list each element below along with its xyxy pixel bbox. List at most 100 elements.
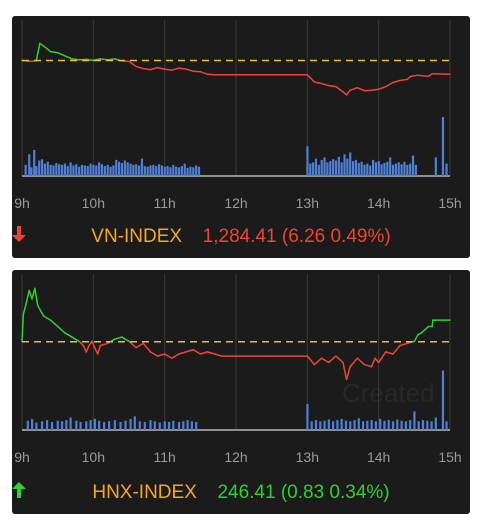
- volume-bar: [26, 420, 29, 430]
- volume-bar: [394, 163, 397, 176]
- price-segment: [99, 58, 109, 61]
- price-segment: [85, 58, 95, 62]
- price-segment: [370, 88, 380, 91]
- volume-bar: [180, 166, 183, 176]
- price-segment: [135, 342, 145, 349]
- volume-bar: [186, 167, 189, 176]
- volume-bar: [40, 421, 44, 430]
- price-segment: [142, 342, 152, 353]
- volume-bar: [86, 166, 89, 176]
- price-segment: [163, 68, 173, 71]
- volume-bar: [326, 162, 329, 176]
- volume-bar: [351, 161, 355, 176]
- volume-bar: [63, 163, 66, 176]
- x-tick-label: 14h: [367, 449, 390, 465]
- index-change: (0.83 0.34%): [280, 482, 390, 503]
- hnx-index-chart-panel: 9h 10h 11h 12h 13h 14h 15h Created HNX-INDEX 2…: [12, 270, 470, 514]
- volume-bar: [69, 162, 72, 176]
- volume-bar: [349, 421, 352, 430]
- price-segment: [56, 51, 66, 57]
- price-segment: [349, 357, 359, 368]
- volume-bar: [306, 403, 309, 430]
- volume-bar: [120, 162, 124, 176]
- volume-bar: [310, 421, 313, 430]
- volume-bar: [409, 420, 412, 430]
- volume-bar: [103, 421, 106, 430]
- volume-bar: [129, 163, 132, 176]
- volume-bar: [417, 421, 420, 430]
- volume-bar: [169, 167, 172, 176]
- volume-bar: [56, 420, 59, 430]
- price-segment: [36, 304, 45, 317]
- volume-bar: [314, 158, 318, 176]
- price-segment: [135, 65, 145, 70]
- volume-bar: [337, 156, 340, 176]
- volume-bar: [357, 418, 360, 430]
- volume-bar: [434, 417, 437, 430]
- volume-bar: [340, 418, 343, 430]
- volume-bar: [374, 162, 378, 176]
- price-segment: [399, 342, 408, 347]
- volume-bar: [409, 163, 412, 176]
- price-segment: [106, 58, 116, 61]
- volume-bar: [65, 420, 68, 430]
- volume-bar: [155, 166, 158, 176]
- price-segment: [28, 289, 33, 300]
- price-segment: [88, 340, 93, 347]
- x-tick-label: 12h: [224, 195, 247, 211]
- volume-bar: [149, 165, 152, 176]
- volume-bar: [404, 421, 407, 430]
- volume-bar: [383, 420, 386, 430]
- price-segment: [431, 73, 451, 76]
- price-segment: [377, 85, 387, 90]
- price-segment: [335, 85, 344, 93]
- volume-bar: [158, 422, 161, 430]
- price-segment: [413, 334, 419, 343]
- volume-bar: [45, 420, 49, 430]
- price-segment: [42, 315, 52, 321]
- volume-bar: [146, 166, 149, 176]
- volume-bar: [312, 162, 315, 176]
- x-tick-label: 15h: [438, 195, 461, 211]
- price-segment: [431, 319, 434, 328]
- volume-bar: [374, 421, 378, 430]
- volume-bar: [323, 420, 326, 430]
- volume-bar: [132, 164, 135, 176]
- hnx-index-chart: 9h 10h 11h 12h 13h 14h 15h: [14, 274, 462, 465]
- price-segment: [149, 351, 159, 357]
- volume-bar: [413, 411, 416, 430]
- volume-bar: [108, 421, 111, 430]
- volume-bar: [133, 416, 136, 430]
- price-segment: [192, 349, 202, 355]
- price-segment: [199, 351, 209, 355]
- volume-bar: [319, 421, 322, 430]
- x-tick-label: 9h: [14, 449, 30, 465]
- volume-bar: [83, 165, 86, 176]
- volume-bar: [397, 162, 400, 176]
- x-tick-label: 15h: [438, 449, 461, 465]
- volume-bar: [30, 167, 33, 176]
- volume-bar: [126, 162, 129, 176]
- price-segment: [313, 357, 323, 366]
- price-segment: [374, 357, 380, 364]
- volume-bar: [445, 163, 448, 176]
- volume-bar: [100, 164, 104, 176]
- index-change: (6.26 0.49%): [281, 226, 391, 247]
- volume-bar: [35, 166, 38, 176]
- volume-bar: [414, 164, 417, 176]
- price-segment: [377, 351, 387, 364]
- volume-bar: [149, 420, 152, 430]
- price-segment: [64, 332, 73, 338]
- volume-bar: [35, 422, 38, 430]
- volume-bar: [426, 420, 429, 430]
- volume-bar: [349, 152, 352, 176]
- volume-bar: [115, 159, 118, 176]
- volume-bar: [60, 164, 64, 176]
- price-segment: [31, 287, 36, 300]
- volume-bar: [58, 164, 61, 176]
- volume-bar: [396, 419, 399, 430]
- x-tick-label: 14h: [367, 195, 390, 211]
- volume-bar: [123, 160, 126, 176]
- price-segment: [71, 336, 80, 343]
- price-segment: [49, 319, 59, 328]
